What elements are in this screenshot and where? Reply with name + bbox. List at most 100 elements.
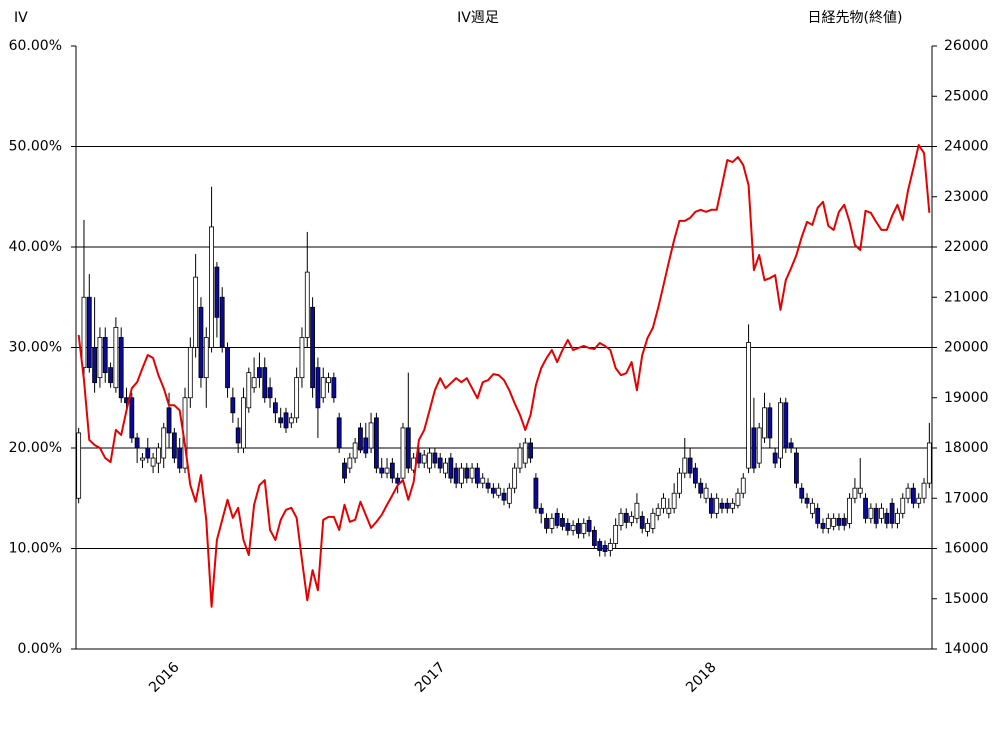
candle-body (379, 467, 385, 474)
candle-body (655, 507, 661, 516)
candle-body (145, 447, 151, 459)
candle-body (740, 477, 746, 494)
candle-body (836, 517, 842, 526)
candle-body (272, 402, 278, 414)
y2-tick-label: 19000 (944, 390, 989, 406)
candle-body (219, 296, 225, 348)
candle-body (156, 447, 161, 464)
candle-body (490, 487, 496, 494)
candle-body (214, 266, 220, 318)
candle-body (703, 487, 709, 499)
candle-body (783, 402, 789, 449)
plot (76, 143, 932, 608)
candle-body (841, 517, 847, 526)
candle-body (97, 337, 103, 379)
candle-body (448, 457, 454, 479)
candle-body (108, 367, 113, 384)
candle-body (794, 452, 799, 484)
candle-body (708, 497, 714, 514)
candle-body (506, 487, 512, 504)
candle-body (203, 337, 209, 379)
candle-body (921, 482, 927, 499)
candle-body (687, 457, 693, 474)
candle-body (102, 337, 108, 374)
candle-body (86, 296, 92, 368)
candle-body (453, 467, 459, 484)
candle-body (118, 337, 124, 399)
candle-body (522, 442, 528, 464)
candle-body (719, 502, 725, 509)
candle-body (714, 497, 720, 514)
y2-tick-label: 14000 (944, 641, 989, 657)
candle-body (618, 512, 624, 526)
candle-body (347, 457, 353, 469)
y-tick-label: 0.00% (18, 641, 62, 657)
candle-body (278, 417, 284, 424)
candle-body (809, 502, 815, 514)
candle-body (389, 462, 395, 479)
candle-body (113, 326, 119, 389)
candle-body (501, 492, 507, 501)
y-tick-label: 60.00% (9, 38, 62, 54)
candle-body (762, 407, 767, 439)
candle-body (443, 462, 448, 474)
candle-body (671, 492, 677, 509)
y-tick-label: 10.00% (9, 541, 62, 557)
candle-body (778, 402, 783, 459)
candle-body (868, 507, 874, 519)
candle-body (326, 377, 331, 384)
candle-body (698, 482, 704, 494)
candle-body (576, 522, 581, 534)
y2-tick-label: 25000 (944, 88, 989, 104)
candle-body (358, 427, 363, 451)
candle-body (432, 452, 438, 464)
y-tick-label: 50.00% (9, 139, 62, 155)
y2-tick-label: 16000 (944, 541, 989, 557)
candle-body (352, 442, 358, 459)
candle-body (267, 387, 273, 399)
candle-body (469, 467, 475, 479)
candle-body (900, 497, 906, 514)
candle-body (772, 452, 778, 464)
candle-body (565, 522, 571, 531)
candle-body (129, 397, 135, 439)
candle-body (586, 519, 592, 532)
candle-body (140, 457, 145, 461)
candle-body (910, 487, 916, 504)
candle-body (230, 397, 236, 414)
candle-body (677, 472, 682, 494)
candle-body (613, 524, 619, 544)
candle-body (363, 437, 369, 454)
candle-body (257, 367, 262, 379)
candle-body (634, 502, 640, 519)
candle-body (926, 442, 932, 484)
candle-body (464, 467, 470, 479)
candle-body (437, 457, 443, 469)
candle-body (602, 545, 608, 552)
candle-body (134, 437, 140, 449)
candle-body (650, 512, 656, 529)
candle-body (288, 417, 294, 424)
candle-body (746, 342, 751, 469)
candle-body (92, 347, 98, 384)
line (77, 143, 931, 608)
candle-body (581, 522, 587, 534)
candle-body (560, 517, 565, 527)
y2-tick-label: 17000 (944, 490, 989, 506)
candle-body (320, 377, 326, 399)
grid (71, 45, 937, 650)
y2-tick-label: 20000 (944, 340, 989, 356)
candle-body (373, 417, 379, 469)
candle-body (150, 457, 156, 467)
candle-body (421, 454, 427, 464)
candle-body (799, 487, 805, 499)
candle-body (873, 507, 879, 524)
candle-body (544, 517, 549, 529)
candle-body (336, 417, 342, 449)
candle-body (241, 397, 246, 449)
candle-body (459, 467, 464, 484)
candle-body (820, 522, 826, 529)
candle-body (177, 447, 183, 469)
candle-body (310, 306, 315, 389)
